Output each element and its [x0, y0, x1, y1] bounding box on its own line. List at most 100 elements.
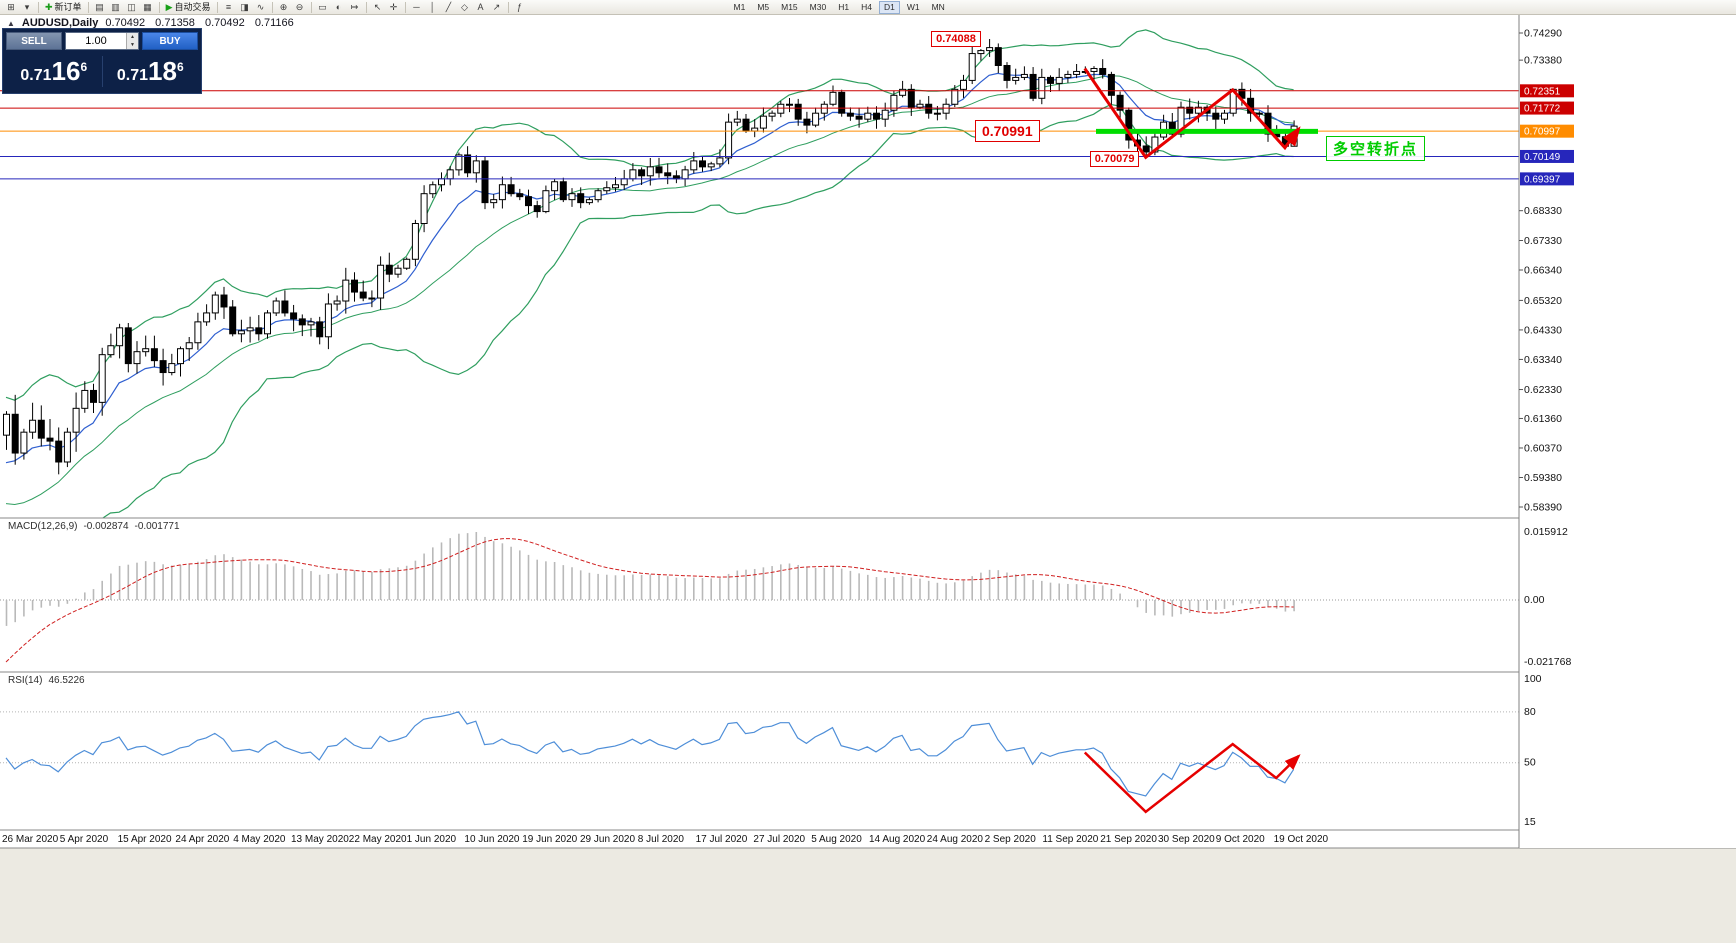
svg-text:11 Sep 2020: 11 Sep 2020	[1042, 834, 1098, 845]
toolbar-shapes-button[interactable]: ◇	[457, 1, 473, 14]
svg-text:0.74290: 0.74290	[1524, 28, 1562, 40]
macd-histogram	[5, 532, 1295, 626]
svg-text:4 May 2020: 4 May 2020	[233, 834, 286, 845]
svg-text:10 Jun 2020: 10 Jun 2020	[464, 834, 519, 845]
bollinger-lower-band	[101, 103, 1294, 518]
toolbar-separator	[507, 1, 509, 13]
timeframe-m15-button[interactable]: M15	[776, 1, 803, 14]
sell-price-point: 6	[80, 60, 88, 74]
price-trend-arrow[interactable]	[1083, 67, 1301, 160]
timeframe-d1-button[interactable]: D1	[878, 0, 900, 14]
timeframe-mn-button[interactable]: MN	[927, 1, 950, 14]
market-watch-icon: ▤	[95, 1, 104, 12]
low-price-label[interactable]: 0.70079	[1089, 150, 1140, 167]
sell-button[interactable]: SELL	[6, 32, 62, 50]
volume-up-button[interactable]: ▲	[127, 33, 138, 41]
toolbar-terminal-button[interactable]: ▦	[140, 1, 156, 14]
toolbar-tile-windows-button[interactable]: ▭	[315, 1, 331, 14]
toolbar-cursor-button[interactable]: ↖	[370, 1, 386, 14]
svg-text:15: 15	[1524, 816, 1536, 828]
svg-text:50: 50	[1524, 757, 1536, 769]
macd-value: -0.002874	[83, 521, 129, 532]
vertical-line-icon: │	[429, 1, 436, 12]
toolbar-horizontal-line-button[interactable]: ─	[409, 1, 425, 14]
timeframe-h4-button[interactable]: H4	[856, 1, 877, 14]
timeframe-m30-button[interactable]: M30	[805, 1, 832, 14]
horizontal-line-icon: ─	[413, 1, 420, 12]
tile-windows-icon: ▭	[318, 1, 327, 12]
volume-spinner: ▲ ▼	[126, 33, 138, 49]
svg-text:0.63340: 0.63340	[1524, 354, 1562, 366]
toolbar-new-chart-button[interactable]: ⊞	[3, 1, 19, 14]
toolbar-new-order-button[interactable]: ✚ 新订单	[42, 1, 85, 14]
toolbar-data-window-button[interactable]: ▥	[108, 1, 124, 14]
toolbar-chart-profiles-button[interactable]: ▾	[19, 1, 35, 14]
sell-price[interactable]: 0.71166	[6, 56, 102, 87]
toolbar-candlestick-mode-button[interactable]: ◨	[237, 1, 253, 14]
svg-text:0.73380: 0.73380	[1524, 55, 1562, 67]
pivot-price-label[interactable]: 0.70991	[975, 120, 1040, 143]
timeframe-w1-button[interactable]: W1	[902, 1, 925, 14]
svg-text:0.64330: 0.64330	[1524, 324, 1562, 336]
symbol-period-label: AUDUSD,Daily	[21, 17, 99, 29]
buy-price[interactable]: 0.71186	[101, 56, 199, 87]
one-click-collapse-icon[interactable]: ▲	[7, 18, 15, 28]
svg-text:100: 100	[1524, 673, 1542, 685]
toolbar-navigator-button[interactable]: ◫	[124, 1, 140, 14]
time-axis: 26 Mar 2020 5 Apr 2020 15 Apr 2020 24 Apr 2…	[2, 834, 1329, 845]
toolbar-separator	[216, 1, 218, 13]
toolbar-trendline-button[interactable]: ╱	[441, 1, 457, 14]
timeframe-m1-button[interactable]: M1	[729, 1, 751, 14]
open-value: 0.70492	[105, 17, 146, 29]
toolbar-vertical-line-button[interactable]: │	[425, 1, 441, 14]
timeframe-h1-button[interactable]: H1	[833, 1, 854, 14]
macd-signal-line	[5, 538, 1294, 663]
timeframe-m5-button[interactable]: M5	[752, 1, 774, 14]
turning-point-note[interactable]: 多空转折点	[1326, 135, 1426, 161]
svg-text:0.70997: 0.70997	[1524, 127, 1561, 138]
rsi-line	[5, 711, 1295, 797]
bottom-filler	[0, 848, 1736, 943]
volume-field: ▲ ▼	[65, 32, 139, 50]
volume-down-button[interactable]: ▼	[127, 41, 138, 49]
buy-price-base: 0.71	[116, 67, 149, 84]
volume-input[interactable]	[66, 33, 126, 49]
toolbar-bar-chart-mode-button[interactable]: ≡	[221, 1, 237, 14]
toolbar-zoom-out-button[interactable]: ⊖	[292, 1, 308, 14]
shapes-icon: ◇	[461, 1, 468, 12]
svg-text:0.60370: 0.60370	[1524, 442, 1562, 454]
buy-button[interactable]: BUY	[142, 32, 198, 50]
data-window-icon: ▥	[111, 1, 120, 12]
toolbar-indicators-list-button[interactable]: ƒ	[512, 1, 528, 14]
chart-canvas[interactable]: 0.74290 0.73380 0.68330 0.67330 0.66340 0.653…	[0, 15, 1736, 943]
rsi-value: 46.5226	[48, 675, 85, 686]
price-badge-0.72351: 0.72351	[1520, 84, 1574, 98]
toolbar-auto-scroll-button[interactable]: ◐	[331, 1, 347, 14]
svg-text:0.71772: 0.71772	[1524, 104, 1561, 115]
arrow-object-icon: ↗	[492, 1, 501, 12]
toolbar-line-chart-mode-button[interactable]: ∿	[253, 1, 269, 14]
svg-text:0.65320: 0.65320	[1524, 295, 1562, 307]
toolbar-text-label-button[interactable]: A	[473, 1, 489, 14]
auto-trading-label: 自动交易	[174, 1, 211, 12]
toolbar-separator	[271, 1, 273, 13]
auto-scroll-icon: ◐	[335, 1, 342, 12]
svg-text:19 Jun 2020: 19 Jun 2020	[522, 834, 577, 845]
rsi-trend-arrow[interactable]	[1083, 742, 1301, 814]
peak-price-label[interactable]: 0.74088	[931, 31, 981, 48]
toolbar-chart-shift-button[interactable]: ↦	[347, 1, 363, 14]
buy-price-point: 6	[176, 60, 184, 74]
timeframe-toolbar: M1 M5 M15 M30 H1 H4 D1 W1 MN	[728, 0, 951, 14]
navigator-icon: ◫	[127, 1, 136, 12]
toolbar-zoom-in-button[interactable]: ⊕	[276, 1, 292, 14]
toolbar-arrow-object-button[interactable]: ↗	[489, 1, 505, 14]
toolbar-auto-trading-button[interactable]: ▶ 自动交易	[163, 1, 214, 14]
chart-region: 0.74290 0.73380 0.68330 0.67330 0.66340 0.653…	[0, 15, 1736, 943]
toolbar-crosshair-button[interactable]: ✛	[386, 1, 402, 14]
svg-text:26 Mar 2020: 26 Mar 2020	[2, 834, 59, 845]
chart-shift-icon: ↦	[350, 1, 359, 12]
svg-text:9 Oct 2020: 9 Oct 2020	[1216, 834, 1265, 845]
svg-text:80: 80	[1524, 706, 1536, 718]
svg-text:0.72351: 0.72351	[1524, 86, 1561, 97]
toolbar-market-watch-button[interactable]: ▤	[92, 1, 108, 14]
